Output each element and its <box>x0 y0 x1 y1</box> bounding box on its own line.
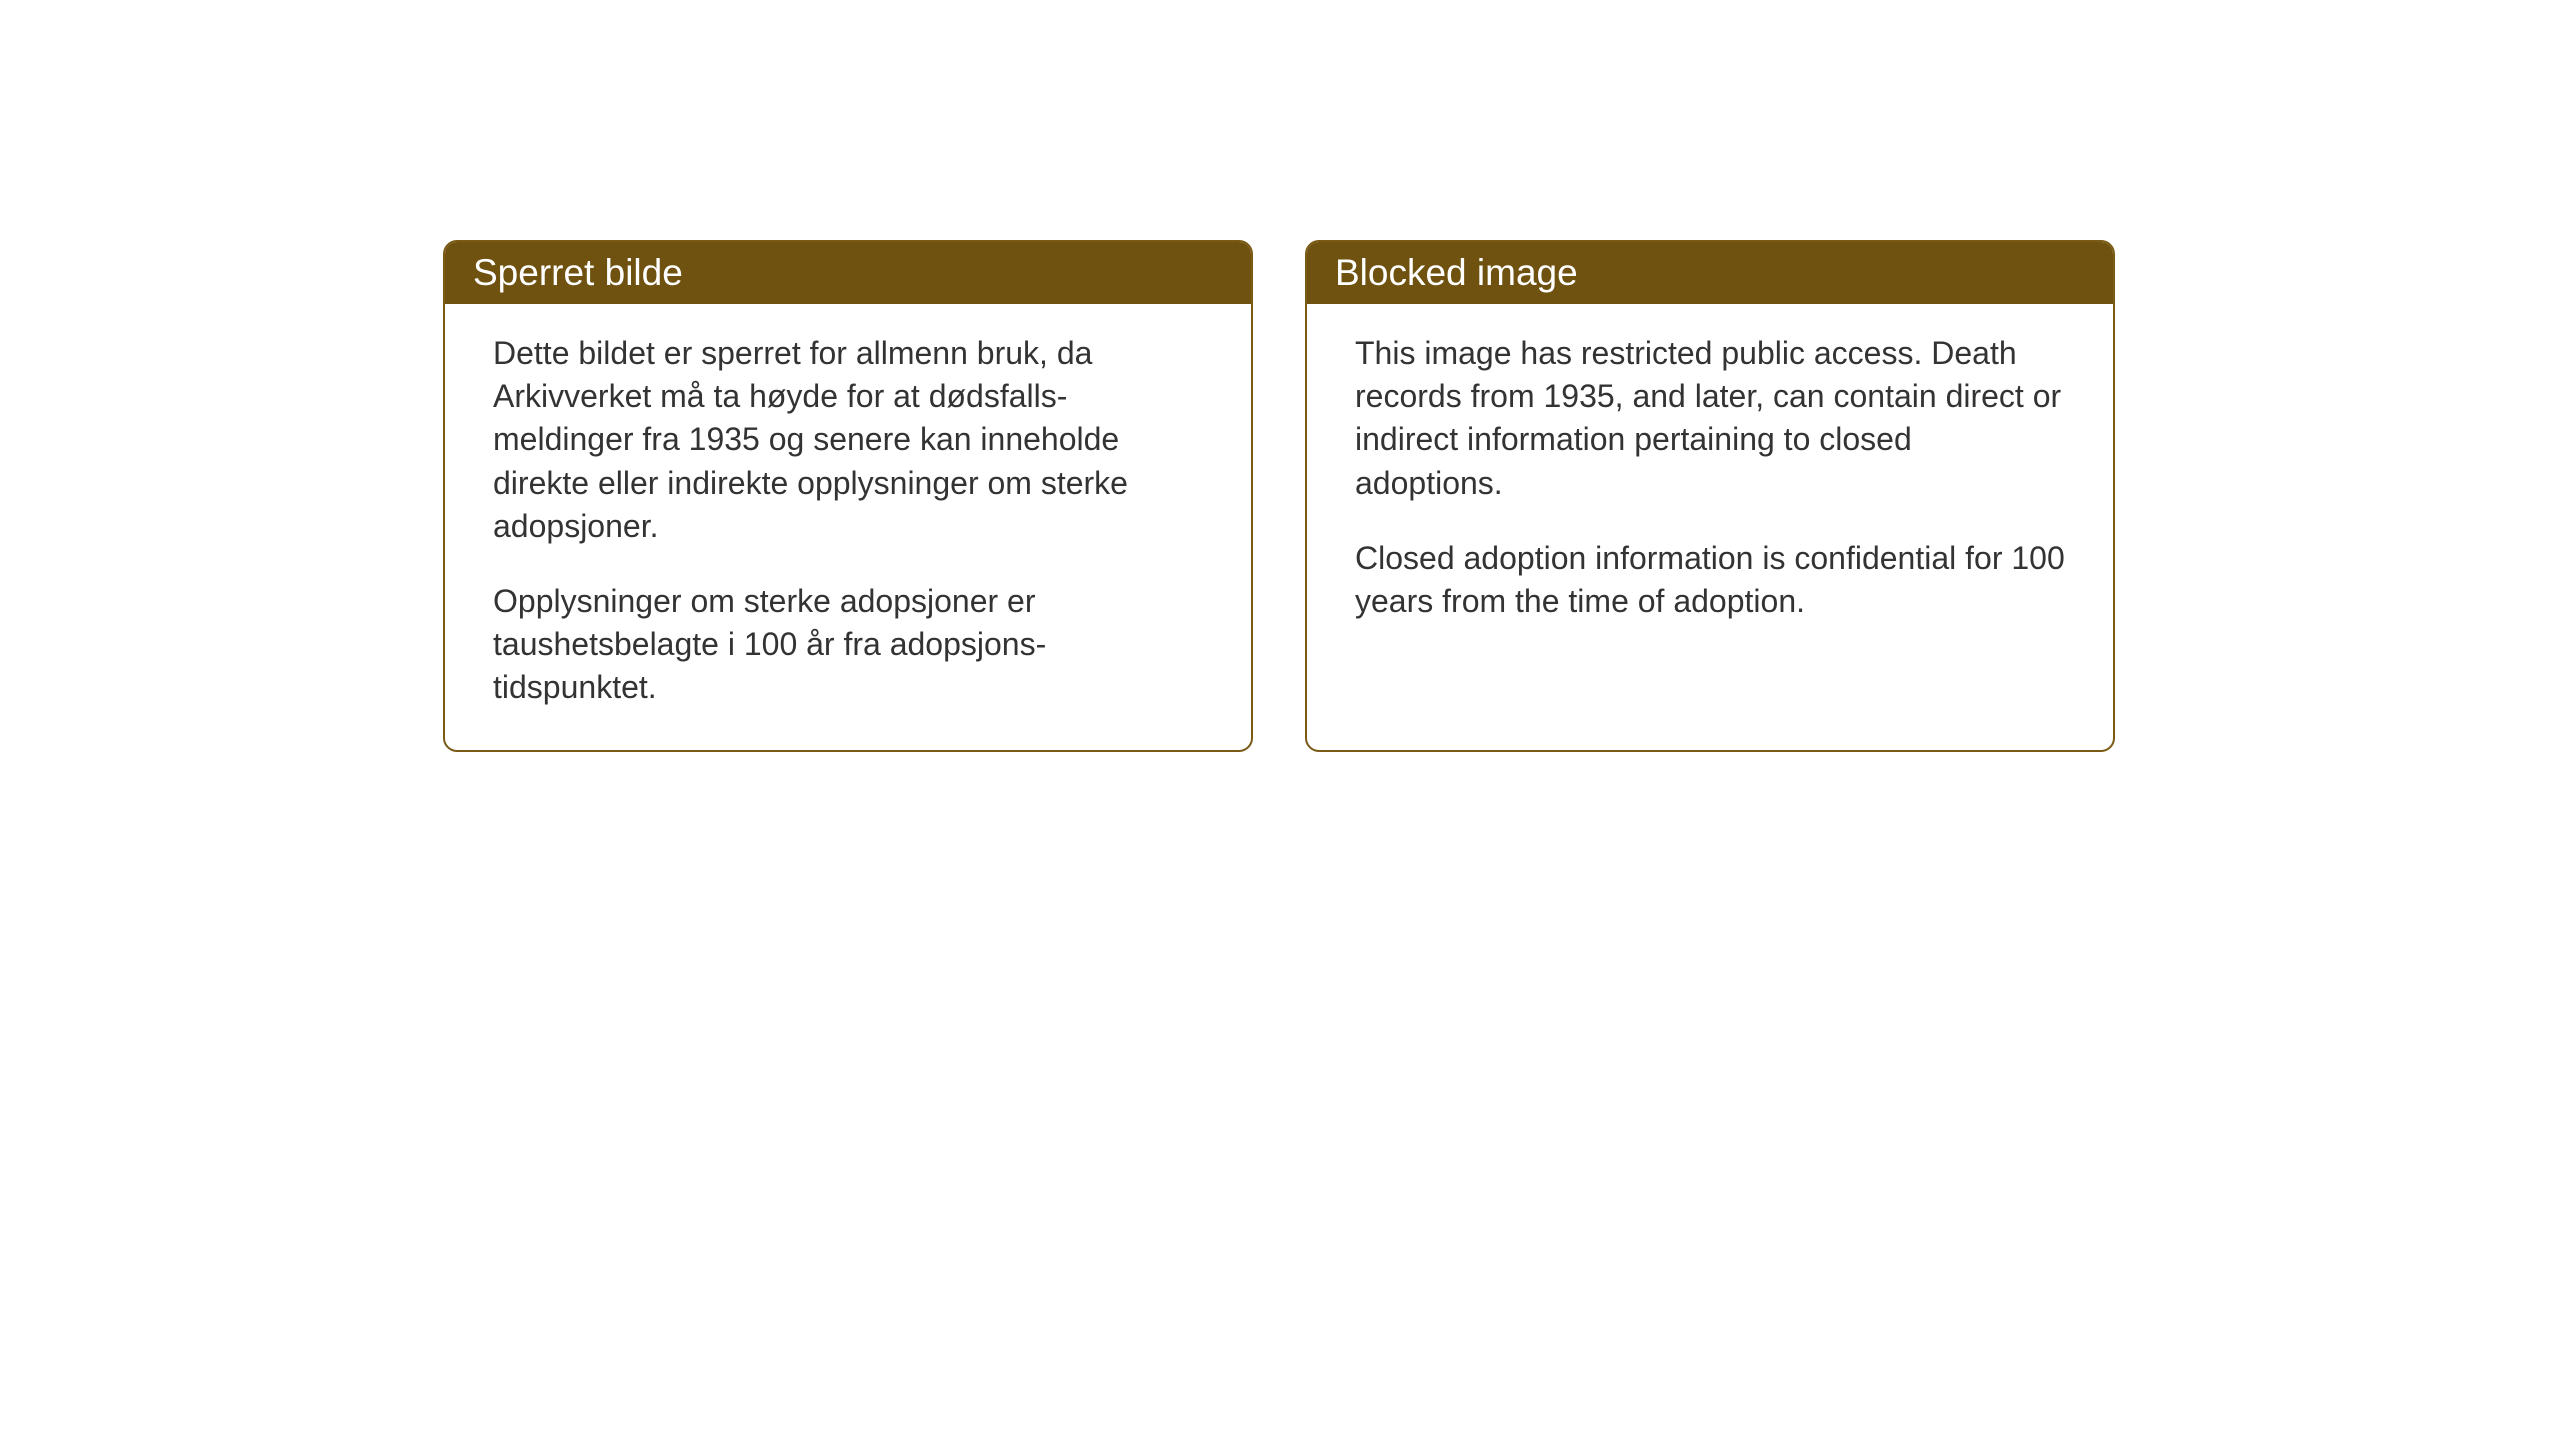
english-paragraph-2: Closed adoption information is confident… <box>1355 537 2065 623</box>
norwegian-card-body: Dette bildet er sperret for allmenn bruk… <box>445 304 1251 750</box>
english-notice-card: Blocked image This image has restricted … <box>1305 240 2115 752</box>
norwegian-paragraph-2: Opplysninger om sterke adopsjoner er tau… <box>493 580 1203 710</box>
english-title: Blocked image <box>1335 252 1578 293</box>
english-paragraph-1: This image has restricted public access.… <box>1355 332 2065 505</box>
norwegian-notice-card: Sperret bilde Dette bildet er sperret fo… <box>443 240 1253 752</box>
english-card-header: Blocked image <box>1307 242 2113 304</box>
norwegian-card-header: Sperret bilde <box>445 242 1251 304</box>
norwegian-title: Sperret bilde <box>473 252 683 293</box>
norwegian-paragraph-1: Dette bildet er sperret for allmenn bruk… <box>493 332 1203 548</box>
english-card-body: This image has restricted public access.… <box>1307 304 2113 663</box>
notice-container: Sperret bilde Dette bildet er sperret fo… <box>443 240 2115 752</box>
